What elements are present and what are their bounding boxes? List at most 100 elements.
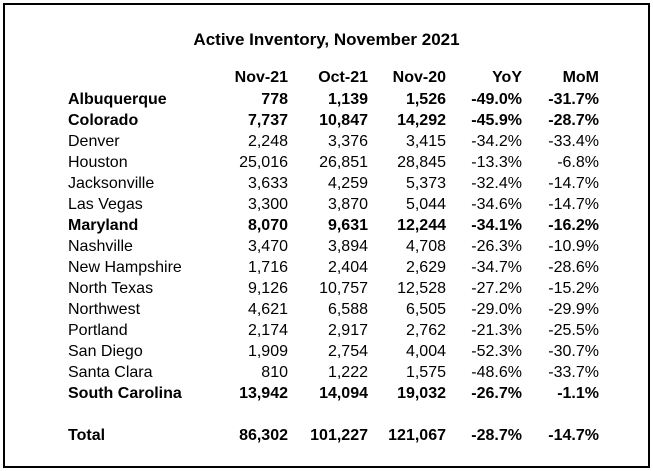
mom-change: -1.1% xyxy=(557,384,599,402)
oct21-value: 26,851 xyxy=(319,153,368,171)
mom-change: -14.7% xyxy=(548,174,599,192)
nov21-value: 3,300 xyxy=(247,195,288,213)
region-name: Denver xyxy=(68,132,120,150)
yoy-change: -34.2% xyxy=(471,132,522,150)
mom-change: -33.4% xyxy=(548,132,599,150)
table-row: North Texas 9,126 10,757 12,528 -27.2% -15.2% xyxy=(68,278,599,299)
yoy-change: -52.3% xyxy=(471,342,522,360)
table-row: New Hampshire 1,716 2,404 2,629 -34.7% -28.6% xyxy=(68,257,599,278)
table-row: Santa Clara 810 1,222 1,575 -48.6% -33.7% xyxy=(68,362,599,383)
oct21-value: 1,139 xyxy=(327,90,368,108)
table-row: Denver 2,248 3,376 3,415 -34.2% -33.4% xyxy=(68,131,599,152)
region-name: San Diego xyxy=(68,342,143,360)
mom-change: -16.2% xyxy=(548,216,599,234)
region-name: Portland xyxy=(68,321,128,339)
mom-change: -30.7% xyxy=(548,342,599,360)
inventory-table: Nov-21 Oct-21 Nov-20 YoY MoM Albuquerque… xyxy=(68,66,599,446)
nov21-value: 2,174 xyxy=(247,321,288,339)
oct21-value: 2,917 xyxy=(327,321,368,339)
table-row: Maryland 8,070 9,631 12,244 -34.1% -16.2% xyxy=(68,215,599,236)
region-name: Maryland xyxy=(68,216,139,234)
table-row: San Diego 1,909 2,754 4,004 -52.3% -30.7% xyxy=(68,341,599,362)
nov21-value: 25,016 xyxy=(239,153,288,171)
nov21-value: 13,942 xyxy=(239,384,288,402)
nov21-value: 8,070 xyxy=(247,216,288,234)
table-row: Jacksonville 3,633 4,259 5,373 -32.4% -14.7% xyxy=(68,173,599,194)
table-body: Albuquerque 778 1,139 1,526 -49.0% -31.7% Colo… xyxy=(68,89,599,446)
header-cell xyxy=(68,66,218,89)
region-name: North Texas xyxy=(68,279,154,297)
region-name: New Hampshire xyxy=(68,258,182,276)
yoy-change: -13.3% xyxy=(471,153,522,171)
nov20-value: 14,292 xyxy=(397,111,446,129)
nov21-value: 2,248 xyxy=(247,132,288,150)
nov21-value: 778 xyxy=(261,90,288,108)
table-title: Active Inventory, November 2021 xyxy=(193,30,460,49)
region-name: South Carolina xyxy=(68,384,182,402)
yoy-change: -48.6% xyxy=(471,363,522,381)
table-row: Nashville 3,470 3,894 4,708 -26.3% -10.9% xyxy=(68,236,599,257)
region-name: Jacksonville xyxy=(68,174,155,192)
table-frame: Active Inventory, November 2021 Nov-21 O… xyxy=(3,3,650,468)
region-name: Houston xyxy=(68,153,128,171)
nov20-value: 5,373 xyxy=(405,174,446,192)
mom-change: -31.7% xyxy=(548,90,599,108)
nov20-value: 2,762 xyxy=(405,321,446,339)
region-name: Total xyxy=(68,426,106,444)
nov20-value: 2,629 xyxy=(405,258,446,276)
nov21-value: 1,716 xyxy=(247,258,288,276)
yoy-change: -34.1% xyxy=(471,216,522,234)
nov20-value: 6,505 xyxy=(405,300,446,318)
mom-change: -6.8% xyxy=(557,153,599,171)
header-row: Nov-21 Oct-21 Nov-20 YoY MoM xyxy=(68,66,599,89)
oct21-value: 6,588 xyxy=(327,300,368,318)
table-row: Houston 25,016 26,851 28,845 -13.3% -6.8% xyxy=(68,152,599,173)
oct21-value: 3,870 xyxy=(327,195,368,213)
mom-change: -14.7% xyxy=(548,426,599,444)
yoy-change: -27.2% xyxy=(471,279,522,297)
yoy-change: -34.6% xyxy=(471,195,522,213)
nov21-value: 86,302 xyxy=(239,426,288,444)
table-row: South Carolina 13,942 14,094 19,032 -26.7% -1… xyxy=(68,383,599,404)
region-name: Northwest xyxy=(68,300,141,318)
nov20-value: 4,004 xyxy=(405,342,446,360)
region-name: Las Vegas xyxy=(68,195,143,213)
nov20-value: 12,528 xyxy=(397,279,446,297)
nov20-value: 1,526 xyxy=(405,90,446,108)
yoy-change: -26.7% xyxy=(471,384,522,402)
mom-change: -25.5% xyxy=(548,321,599,339)
yoy-change: -26.3% xyxy=(471,237,522,255)
nov20-value: 12,244 xyxy=(397,216,446,234)
yoy-change: -28.7% xyxy=(471,426,522,444)
nov21-value: 1,909 xyxy=(247,342,288,360)
table-row: Portland 2,174 2,917 2,762 -21.3% -25.5% xyxy=(68,320,599,341)
yoy-change: -29.0% xyxy=(471,300,522,318)
nov20-value: 5,044 xyxy=(405,195,446,213)
header-cell: Nov-20 xyxy=(392,68,446,86)
yoy-change: -21.3% xyxy=(471,321,522,339)
oct21-value: 3,376 xyxy=(327,132,368,150)
oct21-value: 14,094 xyxy=(319,384,368,402)
oct21-value: 2,404 xyxy=(327,258,368,276)
mom-change: -10.9% xyxy=(548,237,599,255)
mom-change: -29.9% xyxy=(548,300,599,318)
total-row: Total 86,302 101,227 121,067 -28.7% -14.7% xyxy=(68,425,599,446)
table-row: Colorado 7,737 10,847 14,292 -45.9% -28.7% xyxy=(68,110,599,131)
oct21-value: 10,757 xyxy=(319,279,368,297)
nov20-value: 121,067 xyxy=(388,426,446,444)
region-name: Colorado xyxy=(68,111,139,129)
nov20-value: 4,708 xyxy=(405,237,446,255)
oct21-value: 9,631 xyxy=(327,216,368,234)
mom-change: -33.7% xyxy=(548,363,599,381)
nov21-value: 3,633 xyxy=(247,174,288,192)
mom-change: -28.6% xyxy=(548,258,599,276)
yoy-change: -49.0% xyxy=(471,90,522,108)
mom-change: -28.7% xyxy=(548,111,599,129)
oct21-value: 2,754 xyxy=(327,342,368,360)
spacer-row xyxy=(68,404,599,425)
nov21-value: 7,737 xyxy=(247,111,288,129)
nov21-value: 3,470 xyxy=(247,237,288,255)
region-name: Albuquerque xyxy=(68,90,167,108)
header-cell: Nov-21 xyxy=(234,68,288,86)
oct21-value: 101,227 xyxy=(310,426,368,444)
